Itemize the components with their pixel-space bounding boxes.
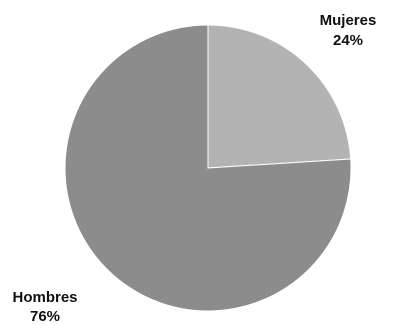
slice-value-mujeres: 24% xyxy=(333,32,363,49)
slice-label-hombres: Hombres xyxy=(12,289,77,306)
slice-value-hombres: 76% xyxy=(30,308,60,325)
pie-slices xyxy=(64,24,352,312)
pie-slice-hombres xyxy=(64,24,352,312)
slice-label-mujeres: Mujeres xyxy=(320,12,377,29)
pie-slice-mujeres xyxy=(207,24,352,169)
